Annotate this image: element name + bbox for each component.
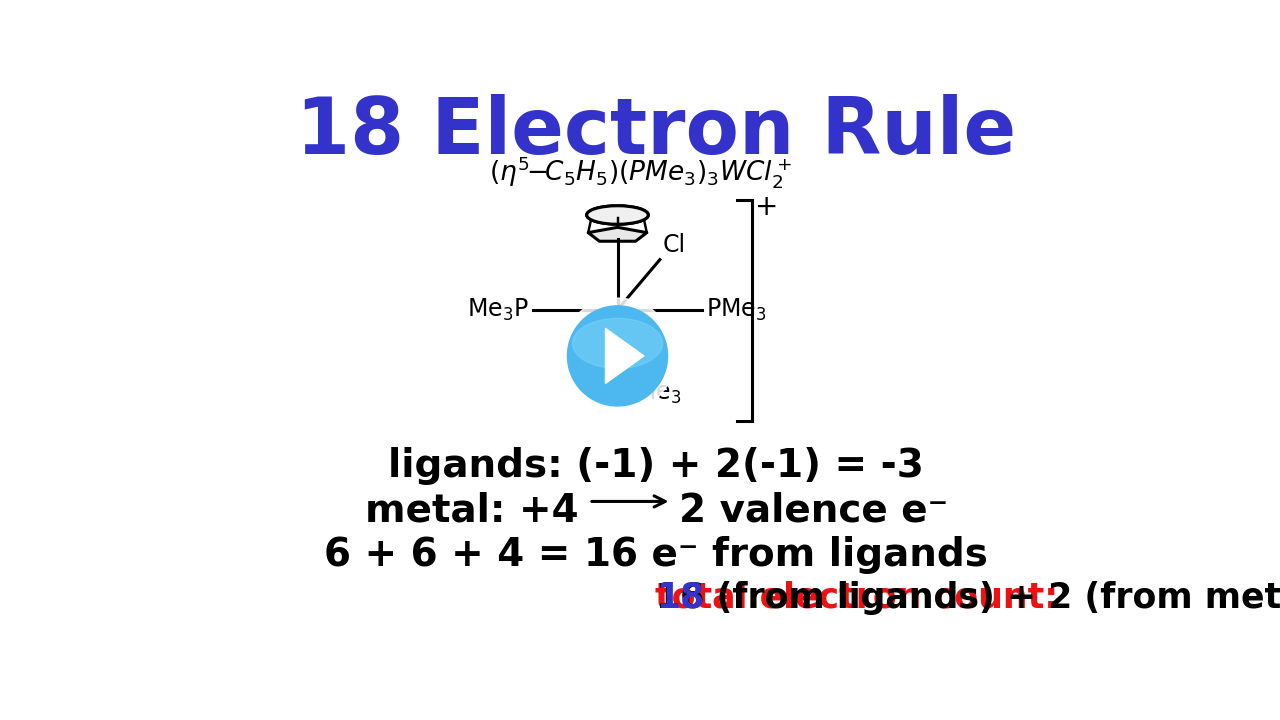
Text: 18 Electron Rule: 18 Electron Rule bbox=[296, 94, 1016, 170]
Circle shape bbox=[559, 298, 676, 414]
Text: metal: +4: metal: +4 bbox=[365, 492, 579, 529]
Text: +: + bbox=[755, 193, 778, 220]
Text: 16 (from ligands) + 2 (from metal) =: 16 (from ligands) + 2 (from metal) = bbox=[655, 581, 1280, 615]
Text: Me$_3$P: Me$_3$P bbox=[467, 297, 529, 323]
Polygon shape bbox=[589, 228, 646, 241]
Text: 2 valence e⁻: 2 valence e⁻ bbox=[680, 492, 948, 529]
Ellipse shape bbox=[572, 318, 663, 369]
Text: 18: 18 bbox=[657, 581, 704, 615]
Text: total electron count:: total electron count: bbox=[655, 581, 1070, 615]
Text: PMe$_3$: PMe$_3$ bbox=[707, 297, 767, 323]
Text: PMe$_3$: PMe$_3$ bbox=[621, 379, 682, 406]
Circle shape bbox=[614, 307, 621, 312]
Text: Cl: Cl bbox=[663, 233, 686, 256]
Text: Cl: Cl bbox=[585, 370, 608, 394]
Text: 6 + 6 + 4 = 16 e⁻ from ligands: 6 + 6 + 4 = 16 e⁻ from ligands bbox=[324, 536, 988, 574]
Polygon shape bbox=[605, 328, 644, 384]
Circle shape bbox=[567, 306, 668, 406]
Text: ligands: (-1) + 2(-1) = -3: ligands: (-1) + 2(-1) = -3 bbox=[388, 446, 924, 485]
Ellipse shape bbox=[586, 206, 648, 224]
Text: $(\eta^5\!\!-\!\!C_5H_5)(PMe_3)_3WCl_2^+$: $(\eta^5\!\!-\!\!C_5H_5)(PMe_3)_3WCl_2^+… bbox=[489, 154, 792, 190]
Ellipse shape bbox=[586, 206, 648, 224]
